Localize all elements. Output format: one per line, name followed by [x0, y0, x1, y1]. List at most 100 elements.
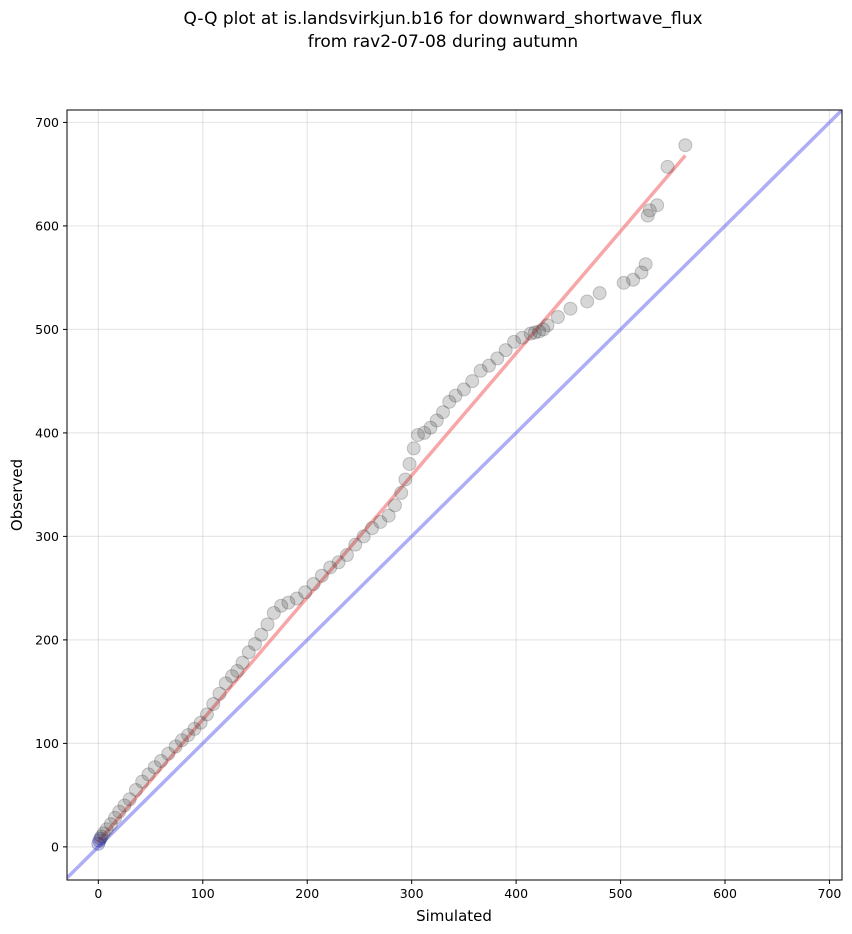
quantile-point — [580, 294, 595, 309]
quantile-point — [274, 598, 289, 613]
quantile-point — [161, 746, 176, 761]
quantile-point — [92, 833, 107, 848]
identity-line — [67, 110, 842, 880]
quantile-point — [174, 733, 189, 748]
quantile-point — [381, 508, 396, 523]
quantile-point — [339, 548, 354, 563]
quantile-point — [91, 836, 106, 851]
quantile-point — [117, 798, 132, 813]
quantile-point — [406, 441, 421, 456]
quantile-point — [348, 537, 363, 552]
plot-frame — [66, 109, 843, 881]
quantile-point — [181, 728, 196, 743]
quantile-point — [616, 275, 631, 290]
chart-title-line-2: from rav2-07-08 during autumn — [307, 32, 579, 52]
quantile-point — [373, 514, 388, 529]
quantile-point — [634, 265, 649, 280]
quantile-point — [507, 334, 522, 349]
quantile-point — [642, 203, 657, 218]
x-tick-label: 100 — [191, 886, 215, 901]
x-tick-label: 400 — [504, 886, 528, 901]
quantile-point — [314, 568, 329, 583]
quantile-point — [218, 676, 233, 691]
quantile-point — [550, 309, 565, 324]
quantile-point — [410, 427, 425, 442]
y-tick-label: 500 — [35, 322, 59, 337]
quantile-point — [248, 637, 263, 652]
quantile-point — [112, 804, 127, 819]
quantile-point — [394, 485, 409, 500]
quantile-point — [387, 498, 402, 513]
quantile-point — [135, 774, 150, 789]
y-tick-label: 0 — [51, 839, 59, 854]
quantile-point — [402, 456, 417, 471]
quantile-point — [289, 591, 304, 606]
quantile-point — [96, 826, 111, 841]
y-tick-label: 600 — [35, 218, 59, 233]
quantile-point — [423, 420, 438, 435]
quantile-point — [225, 669, 240, 684]
quantile-point — [436, 405, 451, 420]
quantile-point — [266, 605, 281, 620]
chart-title: Q-Q plot at is.landsvirkjun.b16 for down… — [0, 8, 852, 54]
quantile-point — [99, 822, 114, 837]
quantile-point — [563, 301, 578, 316]
quantile-point — [241, 645, 256, 660]
quantile-point — [417, 425, 432, 440]
quantile-point — [212, 686, 227, 701]
quantile-point — [515, 330, 530, 345]
quantile-point — [660, 159, 675, 174]
quantile-point — [442, 394, 457, 409]
quantile-point — [93, 831, 108, 846]
quantile-point — [260, 617, 275, 632]
quantile-point — [141, 767, 156, 782]
x-tick-label: 600 — [713, 886, 737, 901]
quantile-point — [640, 208, 655, 223]
quantile-point — [154, 753, 169, 768]
quantile-point — [206, 697, 221, 712]
x-tick-label: 0 — [94, 886, 102, 901]
quantile-point — [481, 358, 496, 373]
quantile-point — [364, 521, 379, 536]
quantile-point — [473, 363, 488, 378]
x-tick-label: 200 — [295, 886, 319, 901]
axis-ticks: 0 100 200 300 400 500 600 700 0 100 200 300 400 500 60… — [35, 115, 841, 901]
grid-lines — [67, 110, 842, 880]
quantile-point — [523, 326, 538, 341]
quantile-point — [448, 388, 463, 403]
quantile-point — [331, 555, 346, 570]
quantile-point — [193, 715, 208, 730]
y-tick-label: 400 — [35, 425, 59, 440]
y-tick-label: 200 — [35, 632, 59, 647]
quantile-point — [536, 322, 551, 337]
quantile-point — [456, 382, 471, 397]
quantile-point — [527, 325, 542, 340]
quantile-point — [465, 374, 480, 389]
quantile-point — [187, 721, 202, 736]
quantile-point — [323, 560, 338, 575]
quantile-point — [199, 707, 214, 722]
quantile-point — [398, 472, 413, 487]
quantile-point — [490, 351, 505, 366]
quantile-point — [532, 324, 547, 339]
quantile-point — [678, 138, 693, 153]
quantile-point — [168, 739, 183, 754]
quantile-point — [592, 286, 607, 301]
quantile-point — [626, 272, 641, 287]
quantile-point — [254, 627, 269, 642]
quantile-point — [650, 198, 665, 213]
quantile-point — [429, 413, 444, 428]
x-tick-label: 500 — [609, 886, 633, 901]
quantile-point — [147, 760, 162, 775]
quantile-point — [108, 810, 123, 825]
data-layer — [67, 110, 842, 880]
quantile-point — [230, 663, 245, 678]
y-tick-label: 700 — [35, 115, 59, 130]
y-tick-label: 100 — [35, 736, 59, 751]
quantile-point — [235, 655, 250, 670]
quantile-point — [306, 577, 321, 592]
x-axis-label: Simulated — [416, 907, 492, 925]
chart-title-line-1: Q-Q plot at is.landsvirkjun.b16 for down… — [183, 9, 703, 29]
quantile-point — [540, 318, 555, 333]
